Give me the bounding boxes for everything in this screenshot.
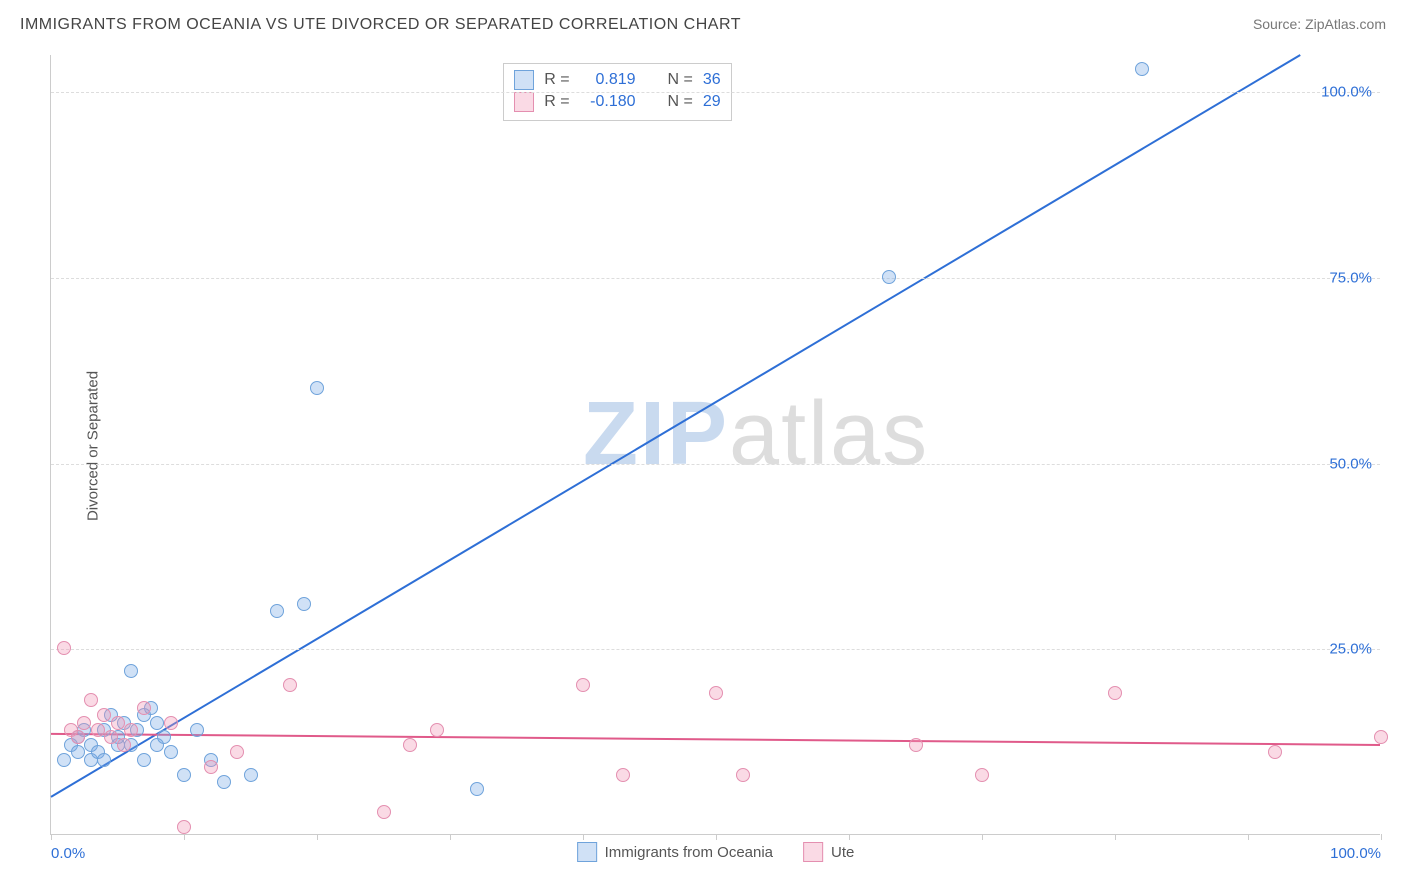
- data-point: [150, 716, 164, 730]
- source-attribution: Source: ZipAtlas.com: [1253, 16, 1386, 32]
- data-point: [297, 597, 311, 611]
- data-point: [217, 775, 231, 789]
- watermark: ZIPatlas: [583, 383, 929, 486]
- data-point: [1135, 62, 1149, 76]
- data-point: [177, 768, 191, 782]
- x-axis-label: 0.0%: [51, 845, 85, 862]
- data-point: [77, 716, 91, 730]
- data-point: [470, 782, 484, 796]
- series-name: Immigrants from Oceania: [605, 844, 773, 861]
- x-tick: [1381, 834, 1382, 840]
- legend-r-label: R =: [544, 93, 569, 111]
- data-point: [310, 381, 324, 395]
- legend-r-value: -0.180: [580, 93, 636, 111]
- series-name: Ute: [831, 844, 854, 861]
- data-point: [430, 723, 444, 737]
- x-tick: [716, 834, 717, 840]
- data-point: [124, 664, 138, 678]
- data-point: [1108, 686, 1122, 700]
- data-point: [576, 678, 590, 692]
- source-prefix: Source:: [1253, 16, 1305, 32]
- data-point: [882, 270, 896, 284]
- data-point: [71, 730, 85, 744]
- y-tick-label: 25.0%: [1329, 641, 1372, 658]
- data-point: [244, 768, 258, 782]
- data-point: [283, 678, 297, 692]
- legend-r-value: 0.819: [580, 71, 636, 89]
- data-point: [137, 701, 151, 715]
- data-point: [97, 753, 111, 767]
- data-point: [736, 768, 750, 782]
- gridline: [51, 92, 1380, 93]
- data-point: [84, 693, 98, 707]
- x-tick: [1115, 834, 1116, 840]
- data-point: [104, 730, 118, 744]
- x-tick: [849, 834, 850, 840]
- data-point: [91, 723, 105, 737]
- legend-row: R = -0.180 N = 29: [514, 92, 720, 112]
- data-point: [111, 716, 125, 730]
- data-point: [71, 745, 85, 759]
- data-point: [124, 723, 138, 737]
- y-tick-label: 50.0%: [1329, 455, 1372, 472]
- series-legend-item: Immigrants from Oceania: [577, 842, 773, 862]
- data-point: [117, 738, 131, 752]
- legend-swatch: [514, 70, 534, 90]
- data-point: [909, 738, 923, 752]
- series-legend: Immigrants from Oceania Ute: [577, 842, 855, 862]
- data-point: [157, 730, 171, 744]
- legend-swatch: [514, 92, 534, 112]
- data-point: [1374, 730, 1388, 744]
- data-point: [975, 768, 989, 782]
- legend-swatch: [577, 842, 597, 862]
- watermark-zip: ZIP: [583, 384, 729, 484]
- data-point: [57, 641, 71, 655]
- legend-n-label: N =: [668, 93, 693, 111]
- x-tick: [51, 834, 52, 840]
- trend-line: [51, 734, 1380, 745]
- legend-n-value: 36: [703, 71, 721, 89]
- x-tick: [184, 834, 185, 840]
- x-axis-label: 100.0%: [1330, 845, 1381, 862]
- scatter-plot-area: ZIPatlas R =0.819N =36R =-0.180N =29 Imm…: [50, 55, 1380, 835]
- data-point: [1268, 745, 1282, 759]
- legend-r-label: R =: [544, 71, 569, 89]
- gridline: [51, 649, 1380, 650]
- data-point: [190, 723, 204, 737]
- data-point: [164, 716, 178, 730]
- data-point: [57, 753, 71, 767]
- data-point: [97, 708, 111, 722]
- data-point: [616, 768, 630, 782]
- y-tick-label: 100.0%: [1321, 84, 1372, 101]
- series-legend-item: Ute: [803, 842, 854, 862]
- watermark-atlas: atlas: [729, 384, 929, 484]
- gridline: [51, 278, 1380, 279]
- trendlines-layer: [51, 55, 1380, 834]
- y-tick-label: 75.0%: [1329, 269, 1372, 286]
- x-tick: [317, 834, 318, 840]
- legend-row: R = 0.819 N = 36: [514, 70, 720, 90]
- x-tick: [982, 834, 983, 840]
- data-point: [164, 745, 178, 759]
- gridline: [51, 464, 1380, 465]
- data-point: [204, 760, 218, 774]
- chart-title: IMMIGRANTS FROM OCEANIA VS UTE DIVORCED …: [20, 16, 741, 34]
- data-point: [270, 604, 284, 618]
- legend-swatch: [803, 842, 823, 862]
- x-tick: [1248, 834, 1249, 840]
- x-tick: [450, 834, 451, 840]
- source-link[interactable]: ZipAtlas.com: [1305, 16, 1386, 32]
- legend-n-label: N =: [668, 71, 693, 89]
- legend-n-value: 29: [703, 93, 721, 111]
- data-point: [403, 738, 417, 752]
- data-point: [377, 805, 391, 819]
- data-point: [177, 820, 191, 834]
- x-tick: [583, 834, 584, 840]
- data-point: [230, 745, 244, 759]
- data-point: [709, 686, 723, 700]
- data-point: [137, 753, 151, 767]
